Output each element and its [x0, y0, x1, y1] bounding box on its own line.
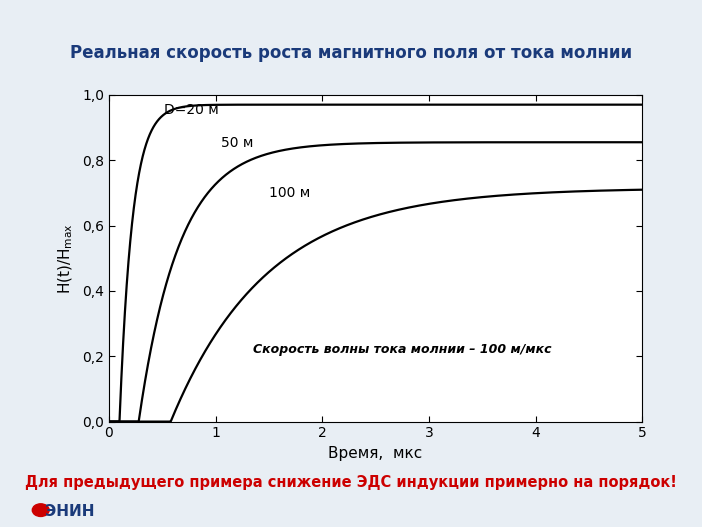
Y-axis label: H(t)/H$_\mathregular{max}$: H(t)/H$_\mathregular{max}$ — [57, 223, 75, 294]
Text: Для предыдущего примера снижение ЭДС индукции примерно на порядок!: Для предыдущего примера снижение ЭДС инд… — [25, 475, 677, 490]
Text: Реальная скорость роста магнитного поля от тока молнии: Реальная скорость роста магнитного поля … — [70, 44, 632, 62]
Text: 100 м: 100 м — [269, 187, 310, 200]
Text: Скорость волны тока молнии – 100 м/мкс: Скорость волны тока молнии – 100 м/мкс — [253, 343, 551, 356]
X-axis label: Время,  мкс: Время, мкс — [329, 446, 423, 461]
Text: ЭНИН: ЭНИН — [46, 504, 95, 519]
Text: 50 м: 50 м — [221, 135, 253, 150]
Text: D=20 м: D=20 м — [164, 103, 219, 117]
